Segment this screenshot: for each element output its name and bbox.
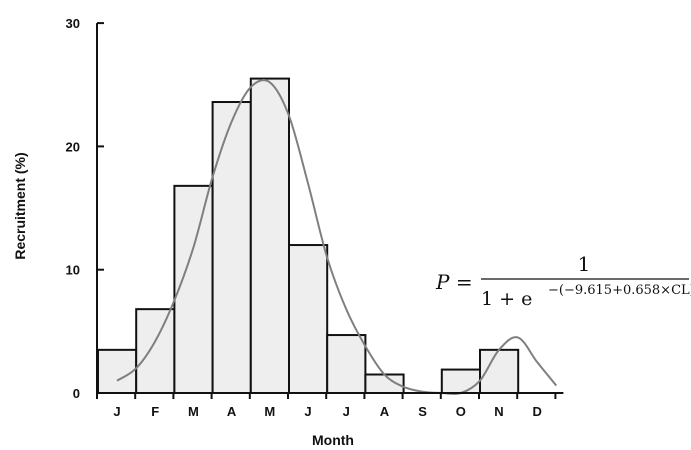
y-tick-label-3: 30 (66, 16, 80, 31)
x-tick-label-7: A (380, 404, 390, 419)
y-tick-label-1: 10 (66, 263, 80, 278)
bar-3 (211, 101, 252, 395)
equation-denominator-base: 1 + e (481, 288, 532, 310)
bars-layer (97, 77, 520, 395)
bar-4 (249, 77, 291, 395)
equation-annotation: P = 1 1 + e −(−9.615+0.658×CL) (435, 252, 691, 310)
x-tick-label-4: M (264, 404, 275, 419)
fitted-curve (116, 79, 558, 395)
bar-2 (173, 184, 214, 394)
x-tick-label-1: F (151, 404, 159, 419)
x-tick-label-10: N (494, 404, 503, 419)
x-tick-label-8: S (418, 404, 427, 419)
x-tick-label-0: J (113, 404, 120, 419)
y-axis-title: Recruitment (%) (12, 152, 28, 259)
bar-5 (288, 244, 329, 394)
x-tick-label-2: M (188, 404, 199, 419)
axes-layer: 0 10 20 30 J F M A M J J A S O N D (66, 16, 564, 419)
y-tick-label-2: 20 (66, 139, 80, 154)
y-tick-label-0: 0 (73, 386, 80, 401)
x-tick-label-6: J (343, 404, 350, 419)
bar-1 (135, 308, 176, 395)
equation-numerator: 1 (578, 252, 591, 276)
equation-lhs: P = (435, 270, 473, 294)
bar-0 (97, 348, 138, 394)
x-tick-label-11: D (533, 404, 542, 419)
bar-9 (440, 368, 481, 394)
bar-6 (326, 334, 367, 395)
x-axis-title: Month (312, 432, 354, 448)
x-tick-label-5: J (304, 404, 311, 419)
x-tick-label-3: A (227, 404, 237, 419)
x-tick-label-9: O (456, 404, 466, 419)
equation-denominator-exponent: −(−9.615+0.658×CL) (548, 283, 691, 298)
curve-layer (116, 79, 558, 395)
